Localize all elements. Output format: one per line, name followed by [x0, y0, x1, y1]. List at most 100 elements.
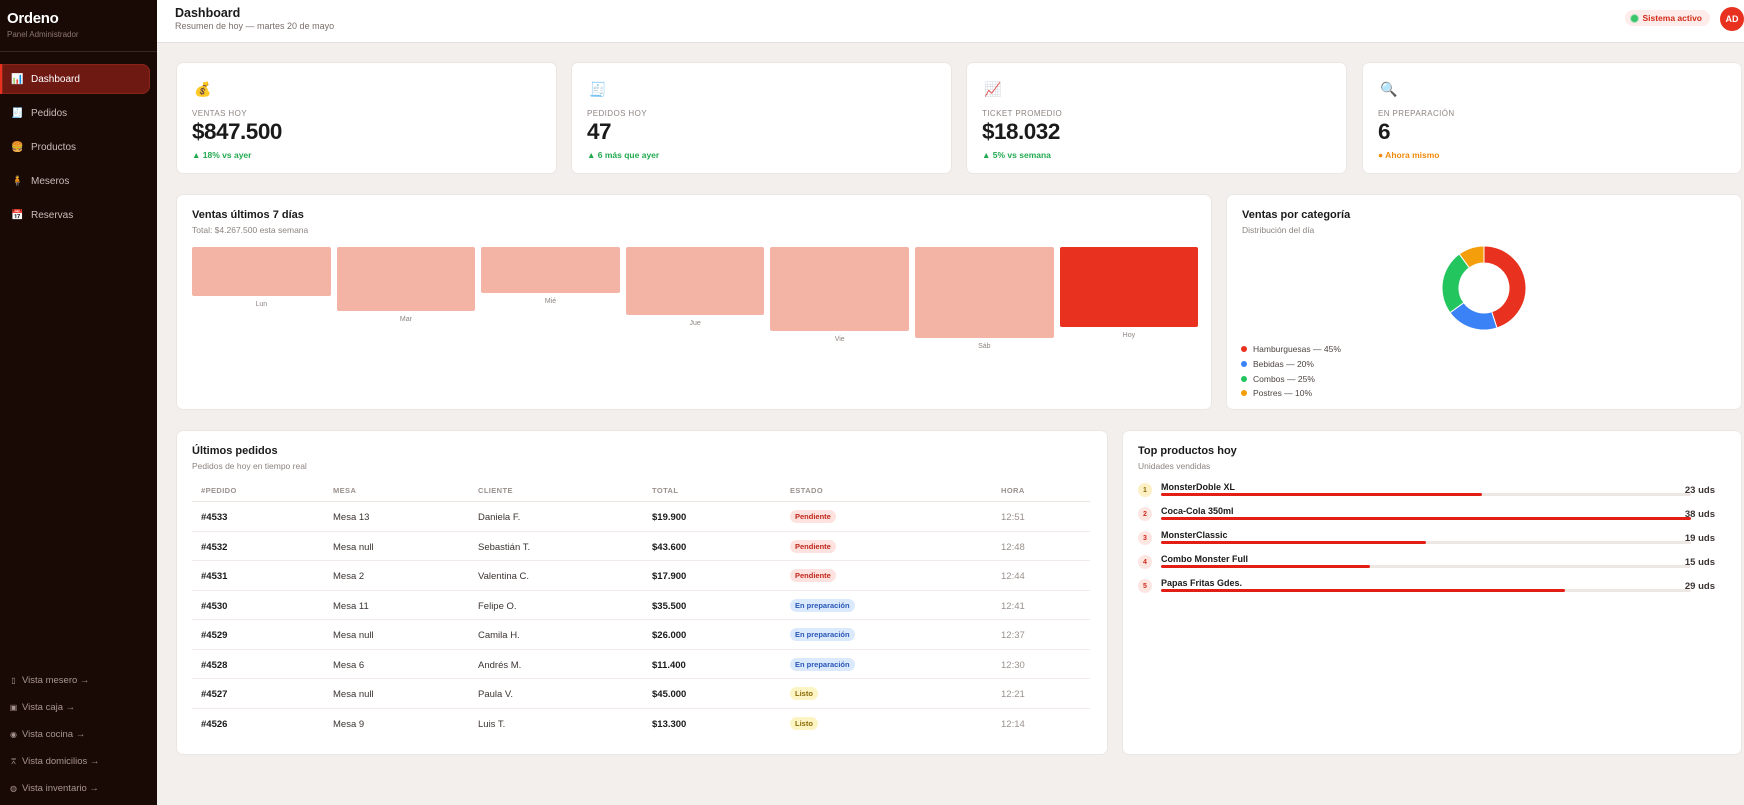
rank-badge: 4: [1138, 555, 1152, 569]
legend-dot: [1241, 375, 1247, 382]
legend-label: Bebidas — 20%: [1253, 359, 1314, 370]
kpi-card: 🧾 PEDIDOS HOY 47 ▲ 6 más que ayer: [571, 62, 952, 174]
cell-id: #4531: [201, 571, 228, 582]
user-avatar[interactable]: AD: [1720, 7, 1744, 31]
orders-table: #PEDIDO MESA CLIENTE TOTAL ESTADO HORA #4533 Me…: [192, 486, 1090, 738]
kpi-value: 6: [1378, 119, 1391, 144]
sidebar-view-link-label: Vista caja →: [22, 702, 76, 713]
table-row[interactable]: #4533 Mesa 13 Daniela F. $19.900 Pendiente 12…: [192, 502, 1090, 532]
cell-hora: 12:14: [1001, 718, 1025, 730]
legend-item: Postres — 10%: [1241, 386, 1341, 401]
table-row[interactable]: #4530 Mesa 11 Felipe O. $35.500 En preparaci…: [192, 591, 1090, 620]
bar-label: Lun: [255, 301, 268, 308]
table-row[interactable]: #4526 Mesa 9 Luis T. $13.300 Listo 12:14: [192, 709, 1090, 739]
receipt-icon: 🧾: [589, 80, 607, 97]
cell-mesa: Mesa null: [333, 541, 374, 553]
table-row[interactable]: #4527 Mesa null Paula V. $45.000 Listo 12:21: [192, 679, 1090, 709]
status-badge: En preparación: [790, 628, 855, 641]
donut-slice: [1458, 246, 1485, 269]
sidebar-view-link[interactable]: ▯ Vista mesero →: [0, 667, 157, 694]
sidebar-item-pedidos[interactable]: 🧾 Pedidos: [0, 98, 150, 128]
kpi-label: EN PREPARACIÓN: [1378, 109, 1455, 118]
cell-cliente: Luis T.: [478, 718, 506, 730]
column-header: CLIENTE: [478, 486, 513, 495]
bar-column: Vie: [770, 247, 909, 367]
table-row[interactable]: #4532 Mesa null Sebastián T. $43.600 Pendien…: [192, 532, 1090, 561]
cell-id: #4529: [201, 630, 228, 641]
sidebar-item-meseros[interactable]: 🧍 Meseros: [0, 166, 150, 196]
cell-hora: 12:21: [1001, 689, 1025, 700]
categories-title: Ventas por categoría: [1242, 209, 1351, 221]
sidebar-item-label: Meseros: [31, 175, 70, 187]
product-bar-track: [1161, 541, 1691, 544]
sales-week-subtitle: Total: $4.267.500 esta semana: [192, 225, 309, 235]
cell-mesa: Mesa null: [333, 630, 374, 641]
sidebar-view-link-label: Vista cocina →: [22, 729, 86, 740]
sidebar-item-reservas[interactable]: 📅 Reservas: [0, 200, 150, 230]
cooking-icon: ◉: [10, 730, 17, 739]
cell-total: $35.500: [652, 600, 687, 612]
product-qty: 19 uds: [1684, 533, 1715, 544]
product-qty: 23 uds: [1684, 485, 1715, 496]
product-bar-track: [1161, 565, 1691, 568]
orders-card: Últimos pedidos Pedidos de hoy en tiempo…: [176, 430, 1108, 755]
table-row[interactable]: #4529 Mesa null Camila H. $26.000 En prepara…: [192, 620, 1090, 650]
table-row[interactable]: #4528 Mesa 6 Andrés M. $11.400 En preparació…: [192, 650, 1090, 679]
sidebar-item-dashboard[interactable]: 📊 Dashboard: [0, 64, 150, 94]
kpi-delta: ▲ 6 más que ayer: [587, 150, 660, 160]
status-badge: En preparación: [790, 598, 855, 612]
sidebar-item-label: Pedidos: [31, 107, 68, 119]
brand-subtitle: Panel Administrador: [7, 30, 79, 39]
sidebar-item-productos[interactable]: 🍔 Productos: [0, 132, 150, 162]
legend-item: Bebidas — 20%: [1241, 357, 1341, 372]
column-header: #PEDIDO: [201, 486, 237, 495]
legend-dot: [1241, 361, 1247, 368]
kpi-label: VENTAS HOY: [192, 109, 247, 118]
bar-mar: [336, 247, 476, 311]
sales-week-title: Ventas últimos 7 días: [192, 209, 304, 221]
burger-icon: 🍔: [11, 141, 24, 153]
product-qty: 38 uds: [1684, 509, 1715, 520]
bar-column: Sáb: [915, 247, 1054, 367]
cell-cliente: Daniela F.: [478, 512, 521, 523]
cell-total: $11.400: [652, 659, 686, 671]
cell-total: $19.900: [652, 512, 687, 523]
kpi-delta: ▲ 18% vs ayer: [192, 150, 252, 160]
legend-dot: [1241, 346, 1247, 353]
bar-lun: [192, 247, 331, 296]
brand-title: Ordeno: [7, 10, 59, 27]
sidebar-view-links: ▯ Vista mesero → ▣ Vista caja → ◉ Vista cocin…: [0, 667, 157, 805]
sidebar-item-label: Dashboard: [31, 73, 80, 85]
column-header: MESA: [333, 486, 357, 495]
sidebar-view-link[interactable]: ▣ Vista caja →: [0, 694, 157, 721]
cell-cliente: Valentina C.: [478, 571, 530, 582]
cell-mesa: Mesa 11: [333, 600, 369, 612]
kpi-card: 📈 TICKET PROMEDIO $18.032 ▲ 5% vs semana: [966, 62, 1347, 174]
sidebar-view-link[interactable]: ◍ Vista inventario →: [0, 775, 157, 802]
product-bar-fill: [1161, 517, 1691, 520]
bar-column: Jue: [625, 247, 765, 367]
cell-id: #4526: [201, 718, 228, 730]
table-row[interactable]: #4531 Mesa 2 Valentina C. $17.900 Pendiente 1…: [192, 561, 1090, 591]
legend-item: Hamburguesas — 45%: [1241, 342, 1341, 357]
bar-label: Mar: [399, 316, 412, 323]
legend-dot: [1241, 390, 1247, 397]
legend-label: Postres — 10%: [1253, 388, 1313, 399]
kpi-label: TICKET PROMEDIO: [982, 109, 1063, 118]
receipt-icon: ▯: [11, 676, 16, 685]
product-bar-track: [1161, 493, 1691, 496]
status-badge: Pendiente: [790, 569, 836, 582]
product-qty: 15 uds: [1684, 557, 1715, 568]
legend-item: Combos — 25%: [1241, 371, 1341, 386]
register-icon: ▣: [9, 703, 18, 712]
magnifier-icon: 🔍: [1380, 80, 1398, 97]
rank-badge: 1: [1138, 483, 1152, 497]
rank-badge: 5: [1138, 579, 1152, 593]
kpi-value: 47: [587, 119, 612, 144]
cell-id: #4528: [201, 659, 228, 671]
bar-label: Hoy: [1122, 332, 1136, 339]
sidebar-view-link[interactable]: ◉ Vista cocina →: [0, 721, 157, 748]
product-row: 1 MonsterDoble XL 23 uds: [1138, 482, 1715, 506]
sidebar-view-link[interactable]: ⩞ Vista domicilios →: [0, 748, 157, 775]
bar-jue: [625, 247, 765, 315]
